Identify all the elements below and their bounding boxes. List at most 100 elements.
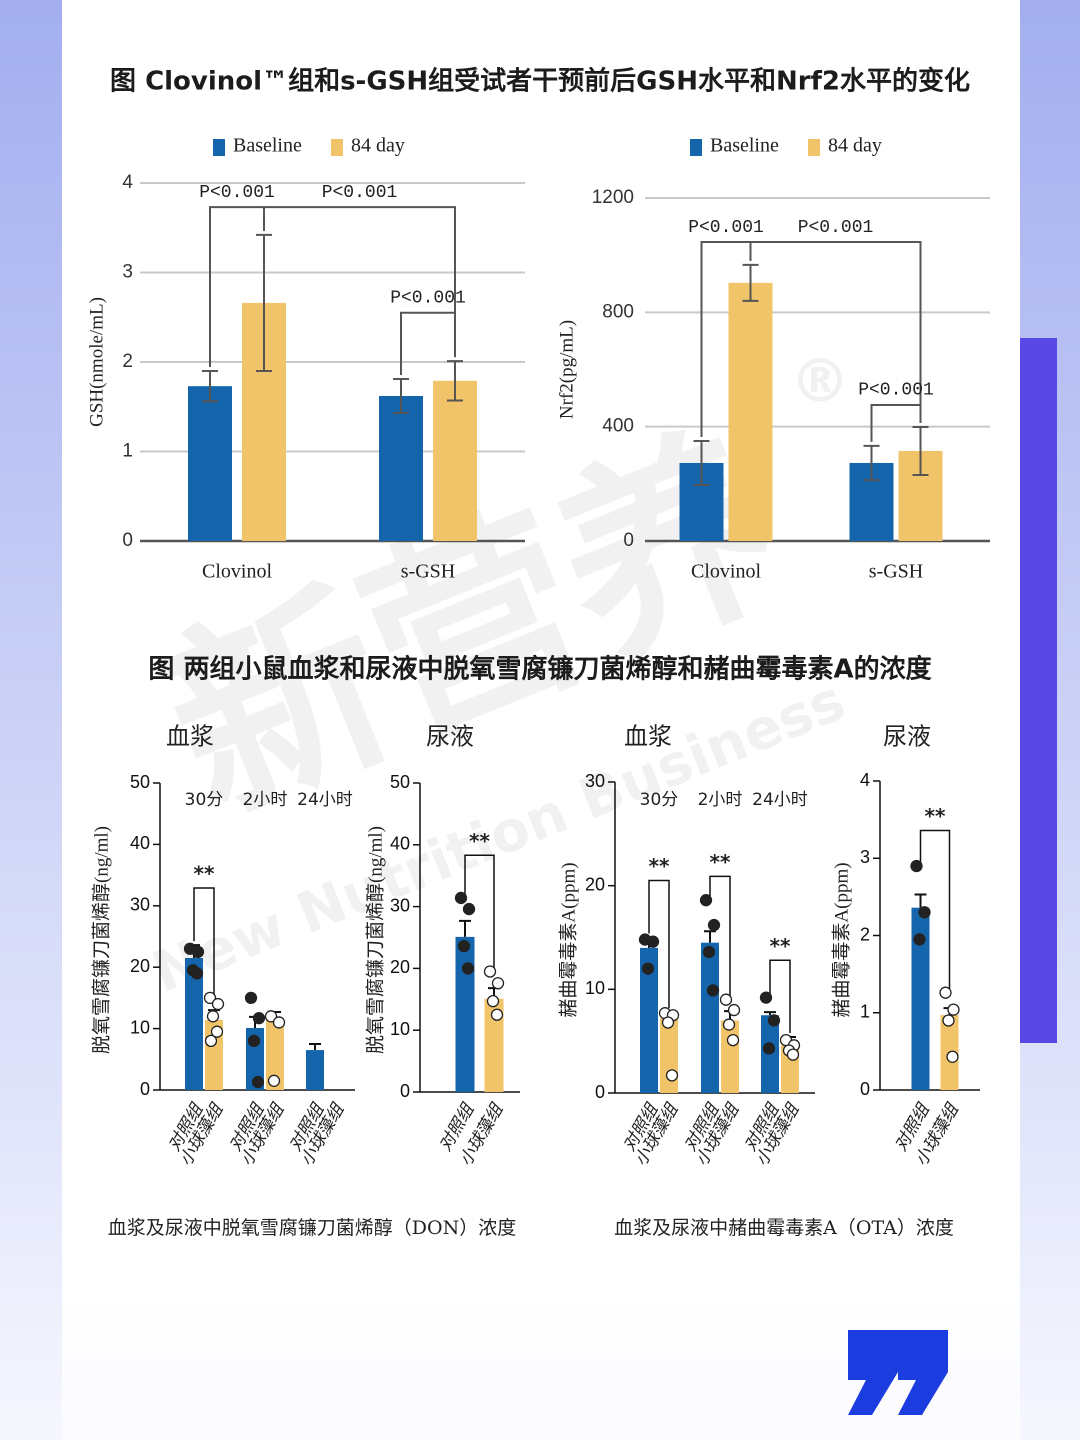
y-tick-label: 10 <box>130 1017 150 1037</box>
data-point <box>247 1034 261 1048</box>
significance-bracket <box>648 879 670 1009</box>
bar <box>728 282 773 541</box>
x-tick-label: s-GSH <box>869 561 923 583</box>
figure-title: 图 两组小鼠血浆和尿液中脱氧雪腐镰刀菌烯醇和赭曲霉毒素A的浓度 <box>148 654 931 685</box>
significance-label: ** <box>469 829 490 853</box>
y-tick-label: 1 <box>860 1002 870 1022</box>
chart-title: 血浆 <box>166 723 214 751</box>
quote-mark <box>848 1330 898 1415</box>
data-point <box>191 945 205 958</box>
data-point <box>767 1014 781 1027</box>
legend-label: 84 day <box>351 135 405 157</box>
caption: 血浆及尿液中赭曲霉毒素A（OTA）浓度 <box>614 1217 954 1239</box>
bar <box>188 386 232 541</box>
data-point <box>486 995 500 1008</box>
bar <box>701 942 719 1093</box>
significance-label: P<0.001 <box>390 289 466 309</box>
y-tick-label: 3 <box>860 847 870 867</box>
y-axis-label: 赭曲霉毒素A(ppm) <box>557 862 579 1017</box>
y-tick-label: 2 <box>122 351 133 372</box>
data-point <box>210 1025 224 1038</box>
significance-label: ** <box>925 804 946 828</box>
data-point <box>646 935 660 948</box>
bar <box>433 380 477 541</box>
data-point <box>483 965 497 978</box>
chart: 0 400 800 1200 Nrf2(pg/mL) Clovinol s-GSH Basel… <box>556 135 990 583</box>
y-tick-label: 4 <box>122 172 133 193</box>
y-tick-label: 0 <box>860 1079 870 1099</box>
error-bar <box>914 893 927 908</box>
y-tick-label: 800 <box>602 301 634 322</box>
bar <box>484 998 504 1092</box>
error-bar <box>256 233 272 372</box>
error-bar <box>863 444 880 482</box>
y-tick-label: 10 <box>390 1019 410 1039</box>
significance-label: P<0.001 <box>688 218 764 238</box>
chart-title: 血浆 <box>624 723 672 751</box>
significance-label: ** <box>194 861 215 885</box>
data-point <box>641 962 655 975</box>
significance-bracket <box>769 959 791 1034</box>
legend-swatch <box>808 139 820 156</box>
y-tick-label: 1 <box>122 441 133 462</box>
significance-bracket <box>919 829 951 989</box>
x-tick-label: Clovinol <box>691 561 761 583</box>
legend-label: Baseline <box>233 135 302 157</box>
data-point <box>726 1033 740 1047</box>
figure-title: 图 Clovinol™组和s-GSH组受试者干预前后GSH水平和Nrf2水平的变… <box>110 66 970 97</box>
group-label: 24小时 <box>297 790 353 810</box>
error-bar <box>693 439 710 486</box>
x-tick-label: s-GSH <box>401 561 455 583</box>
side-bar <box>1020 338 1057 1043</box>
data-point <box>946 1050 959 1063</box>
y-tick-label: 40 <box>390 834 410 854</box>
error-bar <box>742 263 759 302</box>
y-axis-label: GSH(nmole/mL) <box>86 297 107 427</box>
bar <box>660 1018 678 1093</box>
data-point <box>786 1048 800 1061</box>
x-tick-label: Clovinol <box>202 561 272 583</box>
y-tick-label: 30 <box>130 895 150 915</box>
data-point <box>699 894 713 907</box>
chart-title: 尿液 <box>426 723 474 751</box>
significance-bracket <box>870 403 922 442</box>
y-tick-label: 1200 <box>592 187 634 208</box>
data-point <box>190 967 204 980</box>
chart-title: 尿液 <box>883 723 931 751</box>
error-bar <box>447 360 463 402</box>
data-point <box>203 991 217 1005</box>
data-point <box>252 1012 266 1025</box>
error-bar <box>912 425 929 476</box>
y-tick-label: 30 <box>585 771 605 791</box>
quote-mark <box>898 1330 948 1415</box>
data-point <box>707 918 721 932</box>
significance-label: P<0.001 <box>322 183 398 203</box>
error-bar <box>202 369 218 403</box>
y-tick-label: 0 <box>400 1081 410 1101</box>
data-point <box>206 1010 220 1023</box>
y-tick-label: 2 <box>860 924 870 944</box>
legend-label: 84 day <box>828 135 882 157</box>
y-tick-label: 3 <box>122 262 133 283</box>
data-point <box>661 1016 675 1029</box>
significance-bracket <box>193 887 215 994</box>
data-point <box>204 1034 218 1048</box>
data-point <box>267 1074 281 1087</box>
legend-label: Baseline <box>710 135 779 157</box>
y-tick-label: 0 <box>140 1079 150 1099</box>
bar <box>455 936 475 1092</box>
bar <box>911 907 930 1090</box>
error-bar <box>309 1042 321 1051</box>
y-tick-label: 30 <box>390 895 410 915</box>
y-tick-label: 10 <box>585 978 605 998</box>
y-axis-label: 脱氧雪腐镰刀菌烯醇(ng/ml) <box>364 826 386 1054</box>
data-point <box>939 986 952 999</box>
legend-swatch <box>690 139 702 156</box>
bar <box>379 396 423 541</box>
data-point <box>719 993 733 1006</box>
data-point <box>918 906 931 919</box>
legend-swatch <box>213 139 225 156</box>
significance-label: P<0.001 <box>858 381 934 401</box>
